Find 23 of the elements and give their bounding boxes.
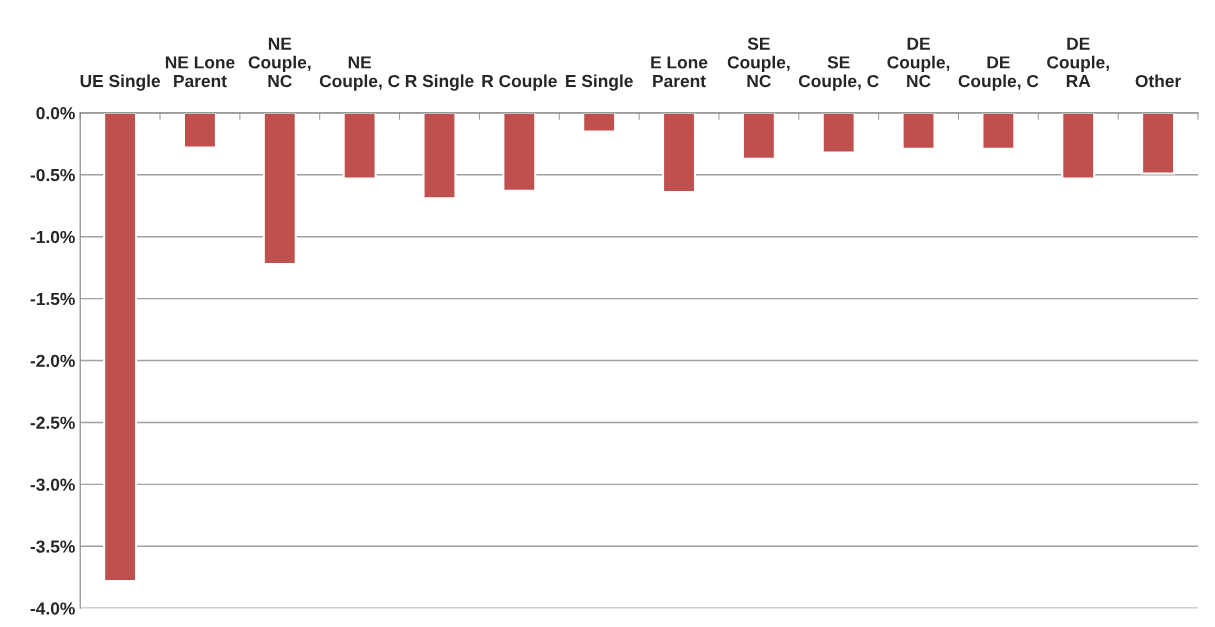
x-tick-label: E Lone Parent [651,56,708,88]
x-tick-label: R Single [405,74,474,91]
x-tick-label: Other [1135,74,1181,88]
x-tick-label: DE Couple, C [958,56,1039,91]
y-tick-label: -3.0% [30,478,75,491]
x-tick-label: SE Couple, C [798,56,879,91]
x-tick-label: DE Couple, NC [887,37,950,88]
y-tick-label: -2.0% [30,354,75,367]
y-tick-label: 0.0% [36,107,75,120]
x-tick-label: SE Couple, NC [727,37,790,88]
x-tick-label: UE Single [80,74,161,91]
x-tick-label: NE Couple, NC [248,37,311,88]
x-tick-label: E Single [566,74,633,91]
y-tick-label: -1.5% [30,292,75,306]
y-tick-label: -3.5% [30,540,75,553]
y-tick-label: -4.0% [30,602,75,615]
x-tick-label: NE Lone Parent [165,56,235,88]
x-tick-label: R Couple [482,74,557,91]
y-tick-label: -0.5% [30,168,75,182]
y-tick-label: -1.0% [30,230,75,244]
y-tick-label: -2.5% [30,416,75,429]
x-tick-label: DE Couple, RA [1047,37,1109,88]
x-tick-label: NE Couple, C [319,56,400,91]
